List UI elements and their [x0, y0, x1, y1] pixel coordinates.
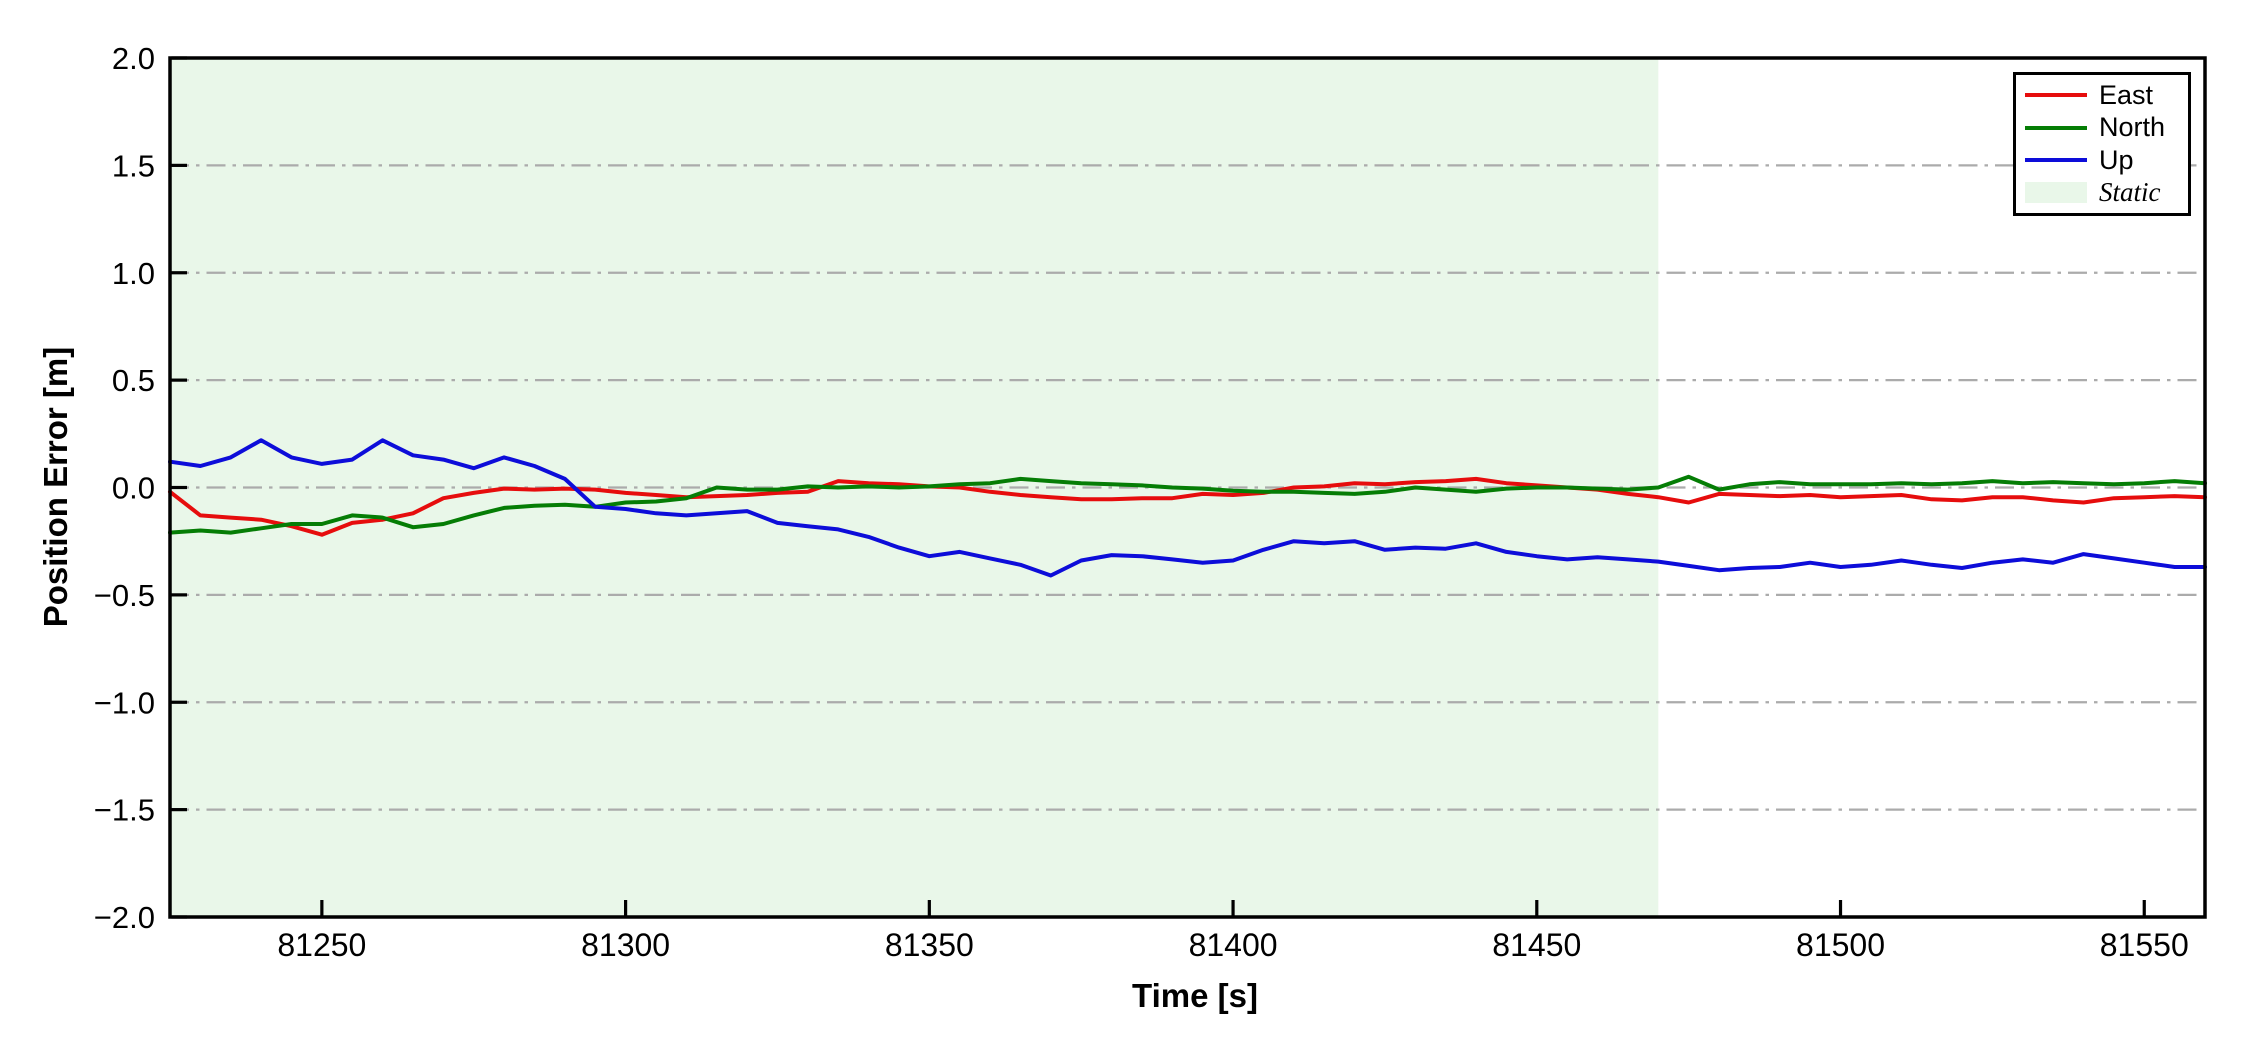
y-tick-label: −1.5 — [94, 793, 155, 828]
x-tick-label: 81450 — [1492, 927, 1581, 963]
y-tick-label: −2.0 — [94, 900, 155, 935]
legend-item-east: East — [2025, 80, 2188, 110]
x-tick-label: 81300 — [581, 927, 670, 963]
legend-label-static: Static — [2099, 177, 2161, 208]
y-tick-label: 0.0 — [112, 471, 155, 506]
x-tick-label: 81500 — [1796, 927, 1885, 963]
series-line-up — [168, 438, 2207, 578]
y-tick-label: 1.0 — [112, 256, 155, 291]
legend-item-up: Up — [2025, 145, 2188, 175]
legend-label-north: North — [2099, 112, 2166, 143]
y-tick-label: 2.0 — [112, 41, 155, 76]
y-tick-label: −0.5 — [94, 578, 155, 613]
y-axis-label: Position Error [m] — [37, 346, 74, 628]
y-tick-label: 0.5 — [112, 363, 155, 398]
x-tick-label: 81550 — [2100, 927, 2189, 963]
legend-line-swatch-up — [2025, 158, 2087, 163]
plot-frame — [168, 56, 2207, 919]
x-axis-label: Time [s] — [1132, 977, 1258, 1014]
legend-line-swatch-east — [2025, 93, 2087, 98]
legend-label-up: Up — [2099, 144, 2134, 175]
legend-line-swatch-north — [2025, 125, 2087, 130]
legend-item-north: North — [2025, 113, 2188, 143]
legend-patch-swatch-static — [2025, 182, 2087, 204]
series-line-east — [168, 476, 2207, 537]
x-tick-label: 81400 — [1189, 927, 1278, 963]
legend: East North Up Static — [2013, 72, 2191, 216]
x-tick-label: 81250 — [277, 927, 366, 963]
y-tick-label: 1.5 — [112, 148, 155, 183]
legend-label-east: East — [2099, 79, 2154, 110]
y-tick-label: −1.0 — [94, 685, 155, 720]
x-tick-label: 81350 — [885, 927, 974, 963]
legend-item-static: Static — [2025, 178, 2188, 208]
series-line-north — [168, 474, 2207, 535]
